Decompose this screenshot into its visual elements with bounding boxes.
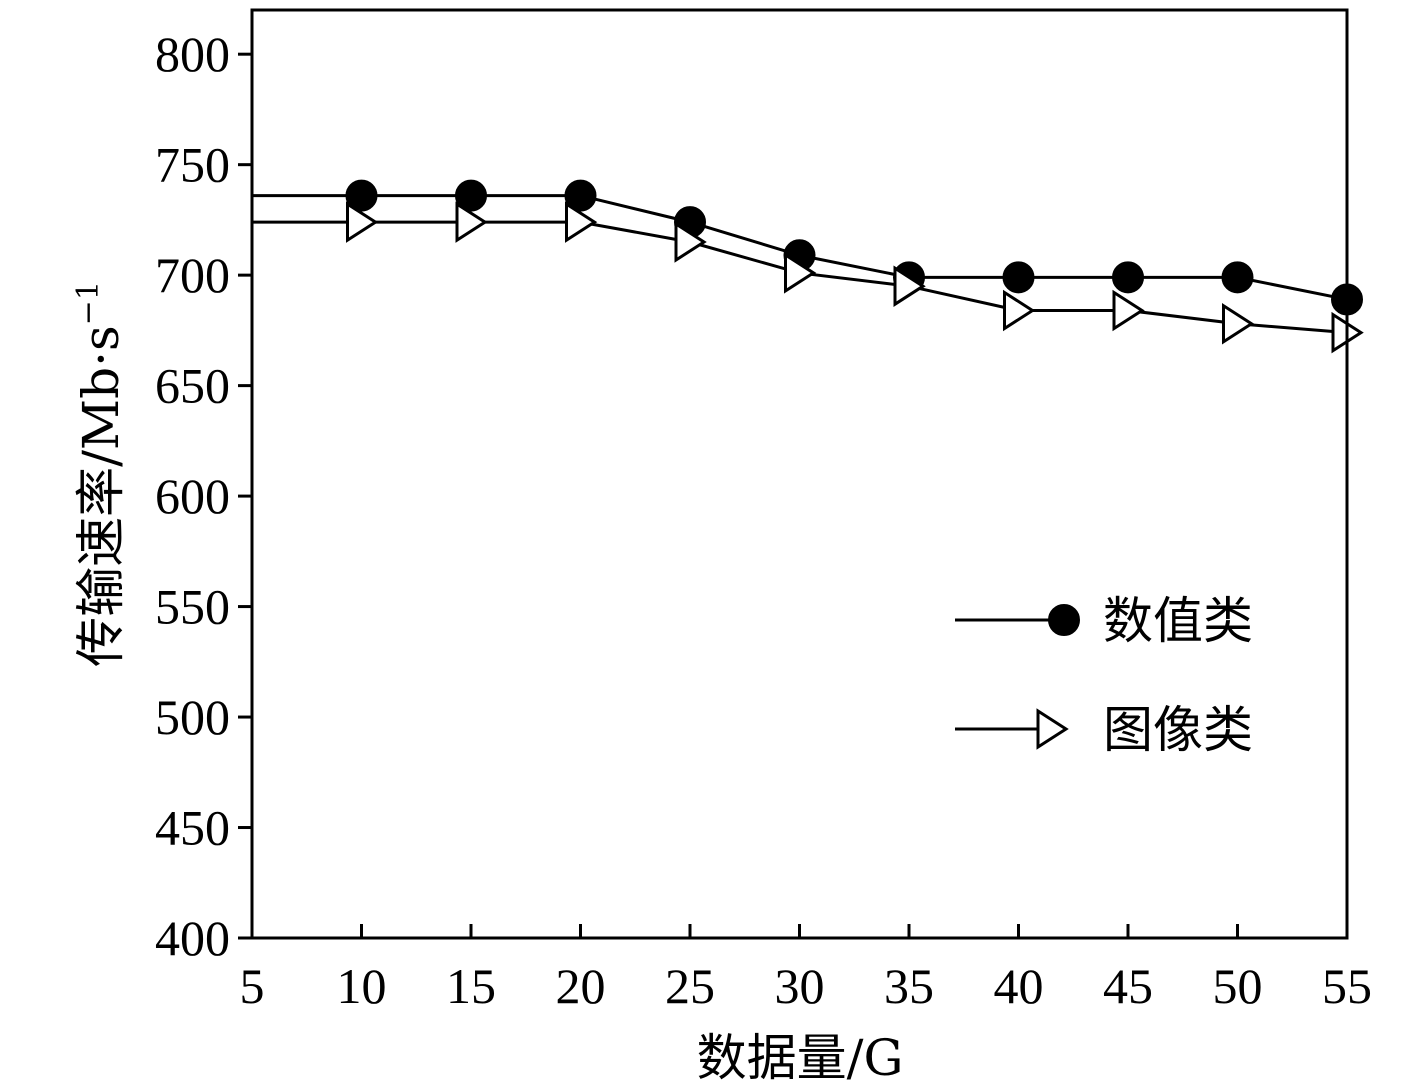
y-tick-label: 700	[155, 247, 230, 303]
y-tick-label: 450	[155, 800, 230, 856]
data-point-circle	[455, 179, 487, 212]
series-1	[252, 179, 1363, 316]
x-tick-label: 55	[1322, 958, 1372, 1014]
data-point-triangle	[455, 201, 488, 243]
y-tick-label: 750	[155, 137, 230, 193]
x-tick-label: 30	[775, 958, 825, 1014]
data-point-circle	[1112, 261, 1144, 294]
data-point-circle	[1002, 261, 1035, 294]
x-tick-label: 15	[446, 958, 496, 1014]
x-tick-label: 40	[994, 958, 1044, 1014]
data-point-circle	[345, 179, 378, 212]
x-axis-title: 数据量/G	[697, 1029, 904, 1087]
data-point-triangle	[1036, 708, 1069, 750]
data-point-triangle	[346, 201, 379, 243]
legend-label: 数值类	[1103, 592, 1253, 650]
y-tick-label: 650	[155, 358, 230, 414]
axis-layer	[250, 8, 1349, 940]
x-tick-label: 20	[556, 958, 606, 1014]
y-axis-title-group: 传输速率/Mb·s−1	[71, 281, 130, 667]
y-tick-label: 550	[155, 579, 230, 635]
x-tick-label: 10	[337, 958, 387, 1014]
y-axis-title-superscript: −1	[71, 281, 106, 325]
data-point-triangle	[1112, 289, 1145, 332]
data-point-triangle	[674, 221, 707, 263]
data-point-triangle	[893, 265, 926, 307]
data-point-triangle	[1222, 303, 1255, 345]
data-point-circle	[1048, 604, 1080, 636]
data-point-circle	[564, 179, 597, 212]
legend-item: 数值类	[955, 592, 1253, 650]
x-tick-label: 25	[665, 958, 715, 1014]
y-axis-title: 传输速率/Mb·s−1	[71, 281, 130, 667]
data-point-circle	[1221, 261, 1254, 294]
data-point-triangle	[784, 252, 817, 294]
plot-frame	[250, 8, 1349, 940]
x-tick-label: 50	[1213, 958, 1263, 1014]
y-tick-label: 800	[155, 26, 230, 82]
series-layer	[252, 179, 1364, 354]
x-tick-label: 45	[1103, 958, 1153, 1014]
x-tick-label: 5	[240, 958, 265, 1014]
data-point-triangle	[565, 201, 598, 243]
legend-label: 图像类	[1103, 701, 1253, 759]
y-tick-label: 500	[155, 689, 230, 745]
legend-item: 图像类	[955, 701, 1253, 759]
x-tick-label: 35	[884, 958, 934, 1014]
y-axis-title-main: 传输速率/Mb·s	[72, 325, 130, 667]
tick-layer: 5 10 15 20 25 30 35 40 45 50 55 400 450 500 550 600 650 7…	[155, 26, 1372, 1014]
y-tick-label: 600	[155, 468, 230, 524]
data-point-triangle	[1003, 289, 1036, 332]
y-tick-label: 400	[155, 910, 230, 966]
